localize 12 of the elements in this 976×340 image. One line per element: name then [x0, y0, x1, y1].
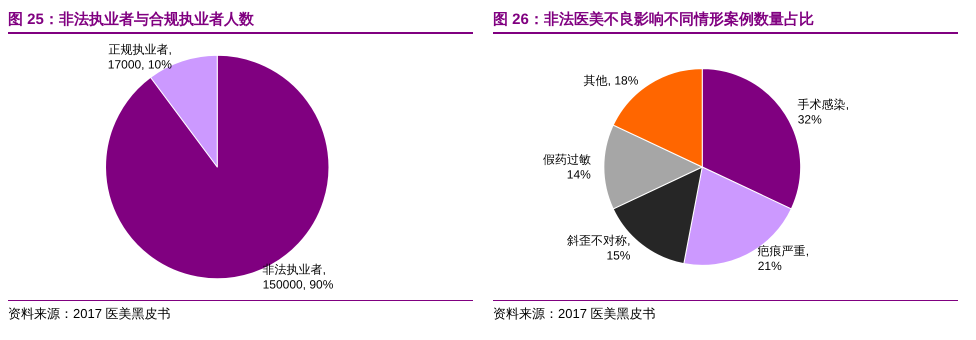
slice-label: 其他, 18% — [584, 74, 639, 88]
slice-label: 假药过敏 — [542, 152, 591, 166]
chart-title: 图 26：非法医美不良影响不同情形案例数量占比 — [493, 8, 958, 34]
slice-label: 手术感染, 32% — [798, 98, 850, 127]
data-label: 14% — [566, 168, 592, 182]
text: 资料来源：2017 医美黑皮书 — [493, 305, 657, 323]
slice-label: 非法执业者, 150000, 90% — [262, 262, 334, 292]
slice-label: 正规执业者, 17000, 10% — [108, 42, 172, 72]
slice-label: 疤痕严重, 21% — [758, 244, 810, 273]
chart-title: 图 25：非法执业者与合规执业者人数 — [8, 8, 473, 34]
text: 资料来源：2017 医美黑皮书 — [8, 305, 172, 323]
slice-label: 斜歪不对称, 15% — [567, 233, 631, 262]
